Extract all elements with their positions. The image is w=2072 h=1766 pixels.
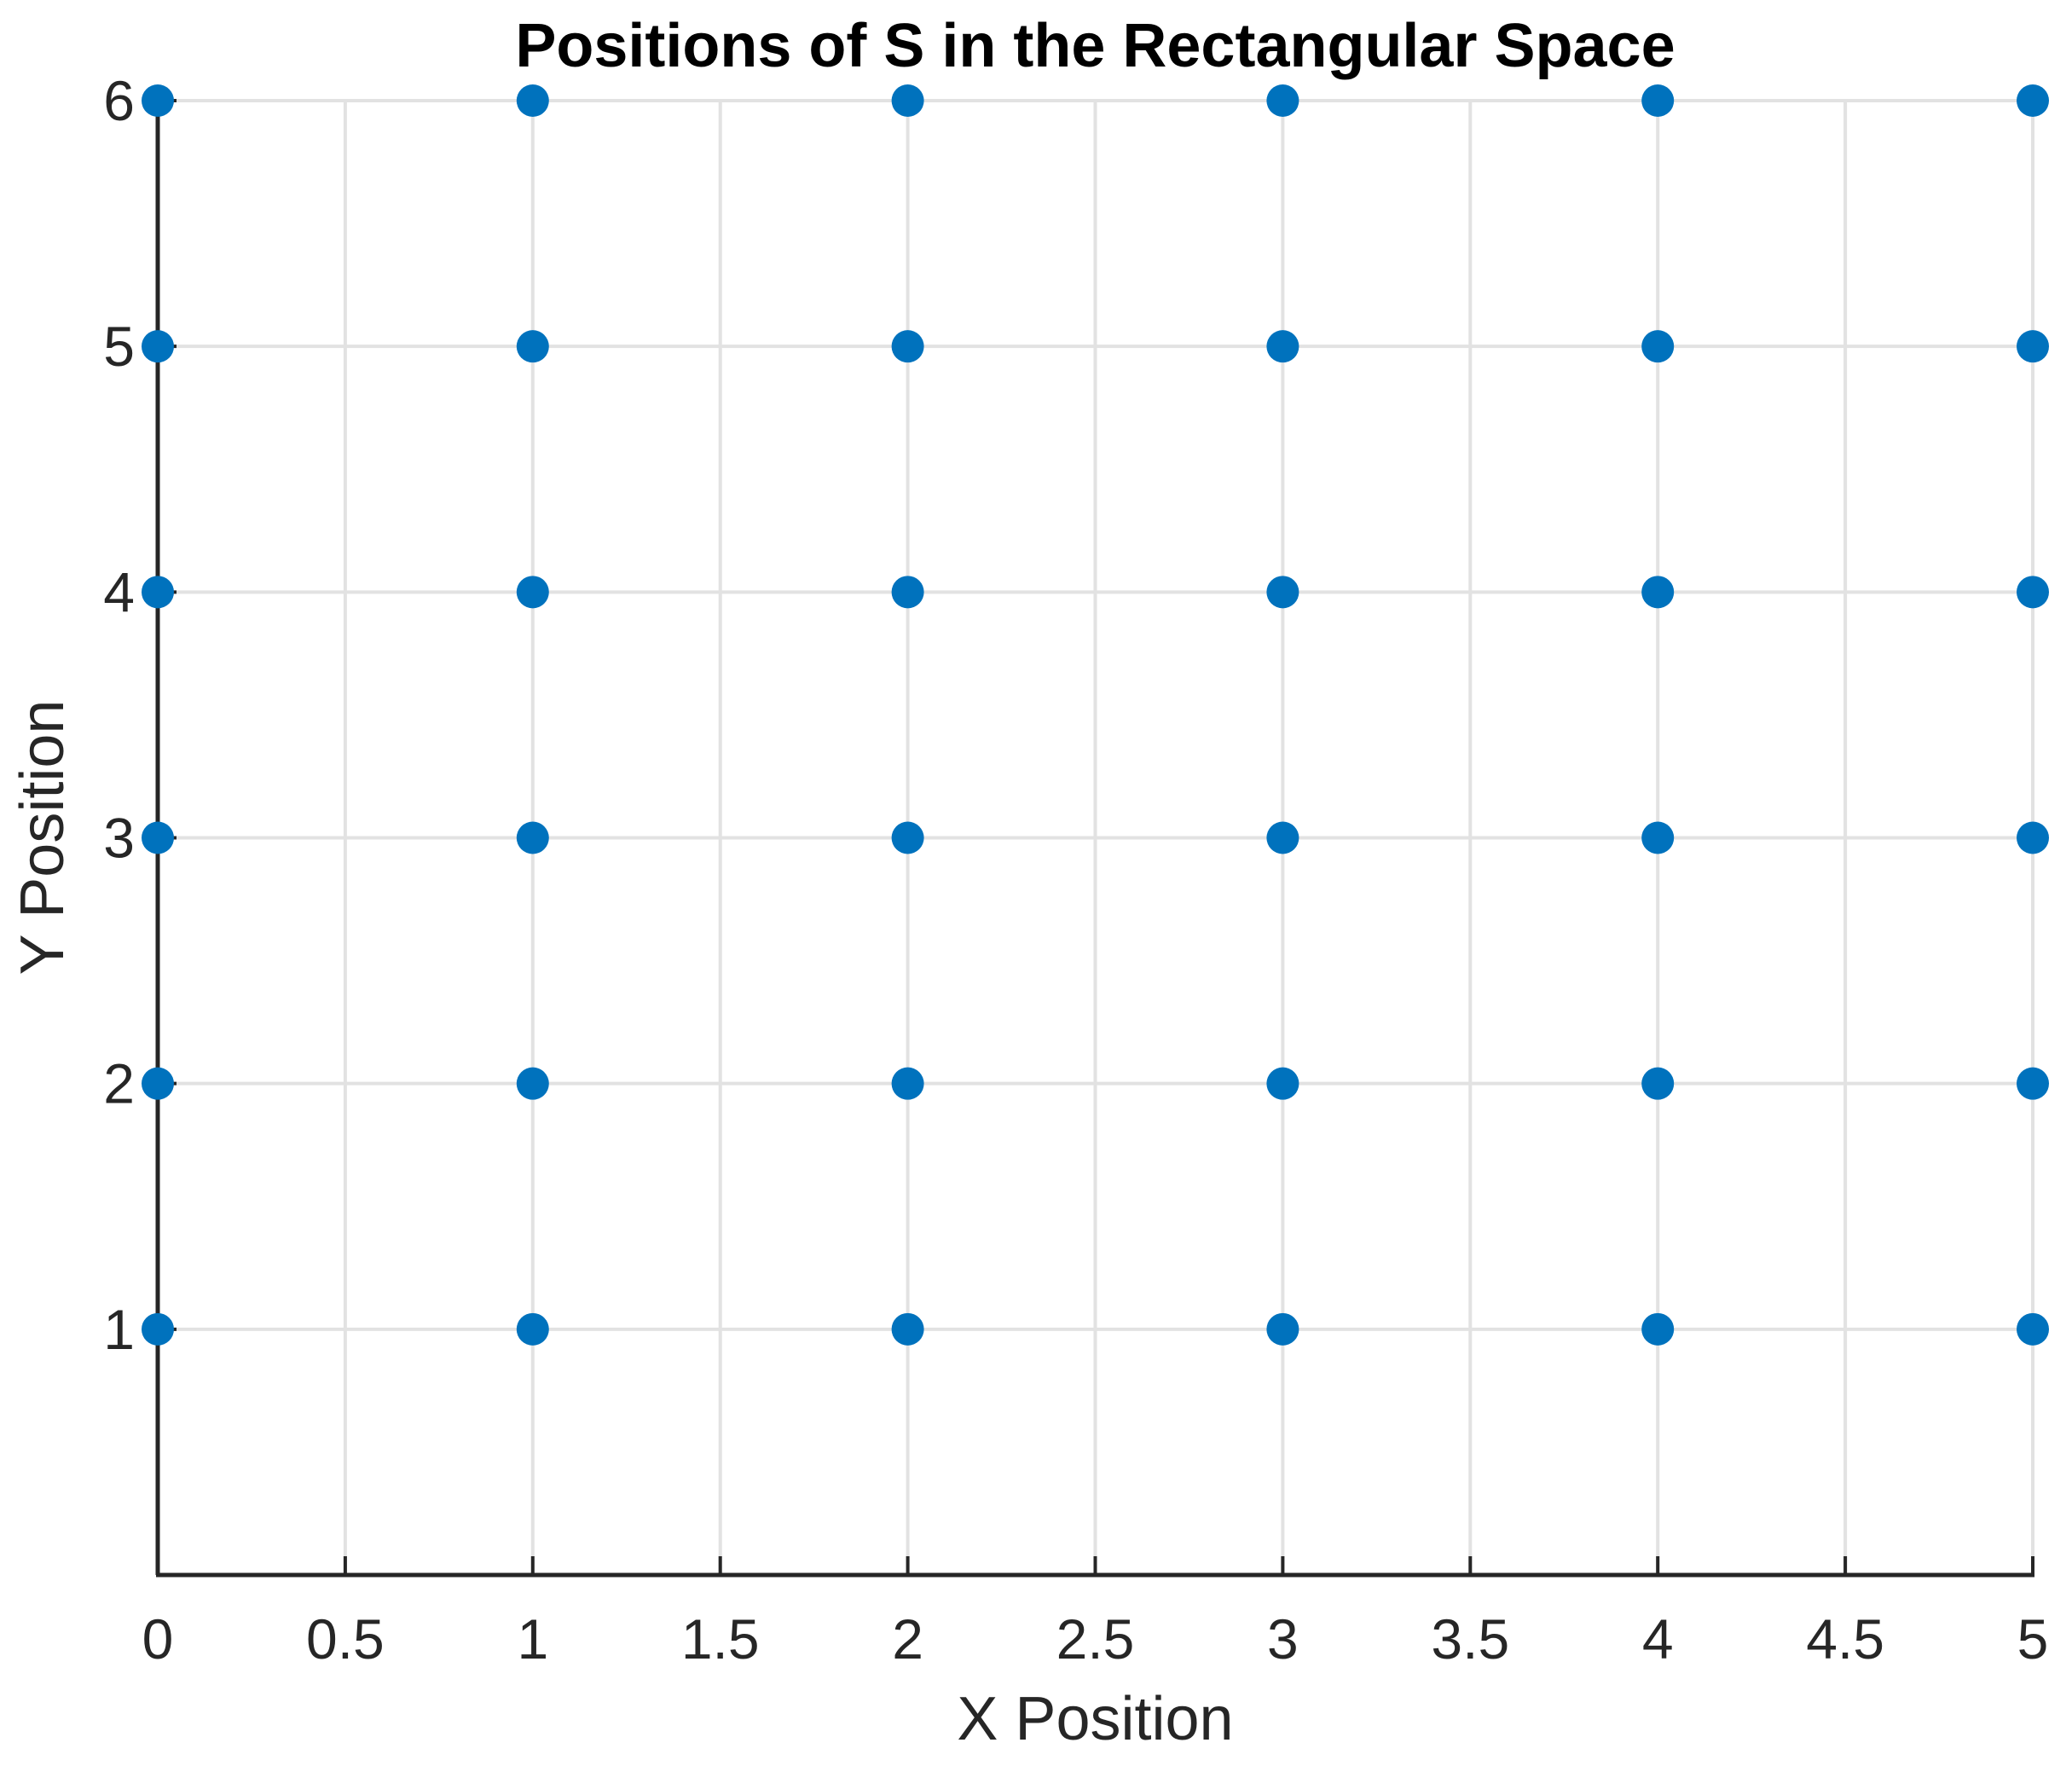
y-tick-label: 2 bbox=[103, 1052, 135, 1115]
x-tick-label: 1.5 bbox=[681, 1607, 760, 1670]
data-point bbox=[142, 84, 174, 117]
data-point bbox=[142, 576, 174, 609]
data-point bbox=[142, 1067, 174, 1100]
data-point bbox=[516, 1312, 549, 1346]
x-tick-label: 3.5 bbox=[1431, 1607, 1509, 1670]
y-tick-label: 1 bbox=[103, 1298, 135, 1361]
data-point bbox=[891, 1312, 924, 1346]
data-point bbox=[516, 330, 549, 363]
y-axis-label: Y Position bbox=[9, 699, 77, 976]
data-point bbox=[1266, 1312, 1299, 1346]
data-point bbox=[1266, 1067, 1299, 1100]
data-point bbox=[891, 821, 924, 854]
data-point bbox=[1266, 821, 1299, 854]
data-point bbox=[1641, 821, 1675, 854]
data-point bbox=[1641, 84, 1675, 117]
data-point bbox=[142, 821, 174, 854]
x-tick-label: 0 bbox=[142, 1607, 174, 1670]
data-point bbox=[142, 1312, 174, 1346]
data-point bbox=[1266, 330, 1299, 363]
data-point bbox=[516, 576, 549, 609]
data-point bbox=[516, 1067, 549, 1100]
data-point bbox=[1266, 84, 1299, 117]
x-tick-label: 1 bbox=[517, 1607, 548, 1670]
x-tick-label: 3 bbox=[1267, 1607, 1299, 1670]
data-point bbox=[142, 330, 174, 363]
data-point bbox=[1641, 330, 1675, 363]
data-point bbox=[2017, 1312, 2049, 1346]
data-point bbox=[2017, 821, 2049, 854]
data-point bbox=[516, 84, 549, 117]
x-tick-label: 0.5 bbox=[306, 1607, 385, 1670]
x-tick-label: 2.5 bbox=[1056, 1607, 1135, 1670]
data-point bbox=[1641, 576, 1675, 609]
y-tick-label: 4 bbox=[103, 560, 135, 623]
x-axis-label: X Position bbox=[957, 1685, 1234, 1753]
y-tick-label: 3 bbox=[103, 807, 135, 870]
x-tick-label: 5 bbox=[2017, 1607, 2049, 1670]
data-point bbox=[2017, 84, 2049, 117]
y-tick-label: 5 bbox=[103, 315, 135, 378]
data-point bbox=[516, 821, 549, 854]
data-point bbox=[1266, 576, 1299, 609]
data-point bbox=[1641, 1312, 1675, 1346]
data-point bbox=[2017, 576, 2049, 609]
chart-title: Positions of S in the Rectangular Space bbox=[515, 12, 1676, 80]
data-point bbox=[891, 576, 924, 609]
data-point bbox=[891, 84, 924, 117]
y-tick-label: 6 bbox=[103, 69, 135, 132]
data-point bbox=[2017, 330, 2049, 363]
data-point bbox=[2017, 1067, 2049, 1100]
data-point bbox=[891, 1067, 924, 1100]
x-tick-label: 4 bbox=[1642, 1607, 1674, 1670]
data-point bbox=[1641, 1067, 1675, 1100]
x-tick-label: 4.5 bbox=[1806, 1607, 1884, 1670]
data-point bbox=[891, 330, 924, 363]
x-tick-label: 2 bbox=[892, 1607, 923, 1670]
